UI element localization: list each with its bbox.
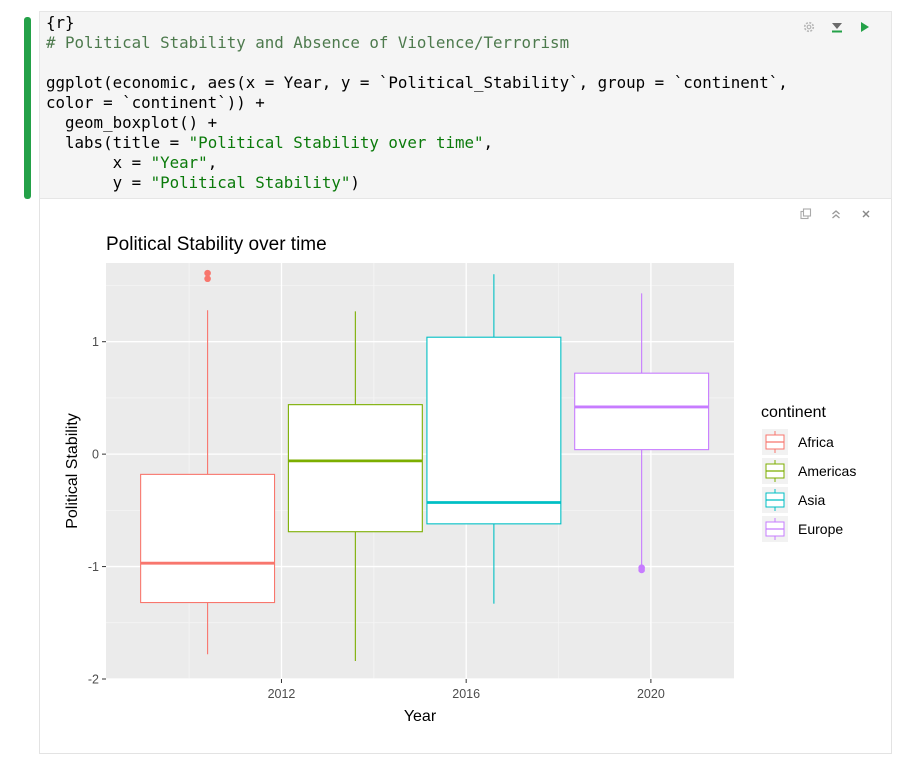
box <box>287 404 423 533</box>
x-tick-label: 2012 <box>268 687 296 701</box>
x-tick-label: 2016 <box>452 687 480 701</box>
y-tick-label: 0 <box>92 448 99 462</box>
y-tick-label: 1 <box>92 335 99 349</box>
chunk-settings-icon[interactable] <box>801 19 817 35</box>
code-line-2: color = `continent`)) + <box>46 93 265 112</box>
code-line-3: geom_boxplot() + <box>46 113 218 132</box>
output-toolbar <box>799 207 873 221</box>
x-axis-label: Year <box>404 708 437 725</box>
code-line-1: ggplot(economic, aes(x = Year, y = `Poli… <box>46 73 788 92</box>
x-tick-label: 2020 <box>637 687 665 701</box>
boxplot-chart: Political Stability over time -2 -1 0 1 201… <box>64 234 856 725</box>
y-axis: -2 -1 0 1 <box>88 335 106 687</box>
code-comment: # Political Stability and Absence of Vio… <box>46 33 570 52</box>
chunk-output: Political Stability over time -2 -1 0 1 201… <box>39 199 892 754</box>
outlier-point <box>204 269 211 277</box>
code-line-6: y = "Political Stability") <box>46 173 360 192</box>
legend-label: Europe <box>798 521 843 537</box>
outlier-point <box>638 566 645 574</box>
legend-label: Americas <box>798 463 856 479</box>
run-chunk-icon[interactable] <box>857 19 873 35</box>
y-axis-label: Political Stability <box>64 413 81 529</box>
chart-title: Political Stability over time <box>106 234 327 255</box>
box <box>574 372 710 451</box>
boxes <box>140 269 710 662</box>
code-editor[interactable]: {r} # Political Stability and Absence of… <box>46 13 788 193</box>
code-chunk[interactable]: {r} # Political Stability and Absence of… <box>39 11 892 199</box>
x-axis: 2012 2016 2020 <box>268 679 665 701</box>
chunk-status-bar <box>24 17 31 199</box>
chunk-header: {r} <box>46 13 75 32</box>
box <box>426 336 562 525</box>
expand-output-icon[interactable] <box>799 207 813 221</box>
y-tick-label: -2 <box>88 673 99 687</box>
code-line-5: x = "Year", <box>46 153 218 172</box>
box <box>140 473 276 604</box>
legend: continent Africa Americas Asia Europe <box>761 404 856 542</box>
legend-label: Asia <box>798 492 825 508</box>
collapse-output-icon[interactable] <box>829 207 843 221</box>
chunk-toolbar <box>801 19 873 35</box>
outlier-point <box>204 275 211 283</box>
legend-title: continent <box>761 404 826 421</box>
y-tick-label: -1 <box>88 560 99 574</box>
legend-label: Africa <box>798 434 834 450</box>
code-line-4: labs(title = "Political Stability over t… <box>46 133 494 152</box>
run-previous-chunks-icon[interactable] <box>829 19 845 35</box>
clear-output-icon[interactable] <box>859 207 873 221</box>
